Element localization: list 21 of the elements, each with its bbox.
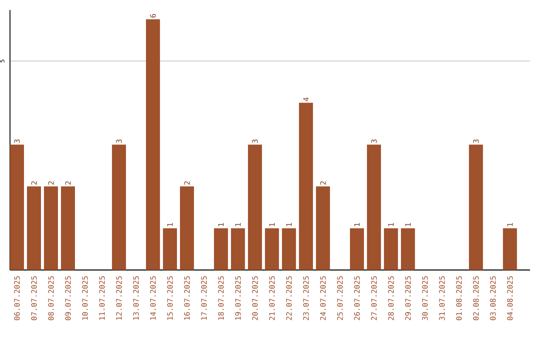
bar [366, 144, 381, 270]
bar [26, 186, 41, 270]
bar [146, 19, 160, 270]
bar [384, 228, 398, 270]
bar [400, 228, 415, 270]
bar [112, 144, 126, 270]
bar [162, 228, 177, 270]
bar [60, 186, 75, 270]
bar [298, 102, 313, 270]
bar [248, 144, 262, 270]
bar [180, 186, 194, 270]
bar [350, 228, 364, 270]
bar [214, 228, 228, 270]
bar [264, 228, 279, 270]
bar [468, 144, 483, 270]
bar [44, 186, 58, 270]
bar [502, 228, 517, 270]
bar [10, 144, 24, 270]
bar [282, 228, 296, 270]
bar [316, 186, 330, 270]
bar [230, 228, 245, 270]
